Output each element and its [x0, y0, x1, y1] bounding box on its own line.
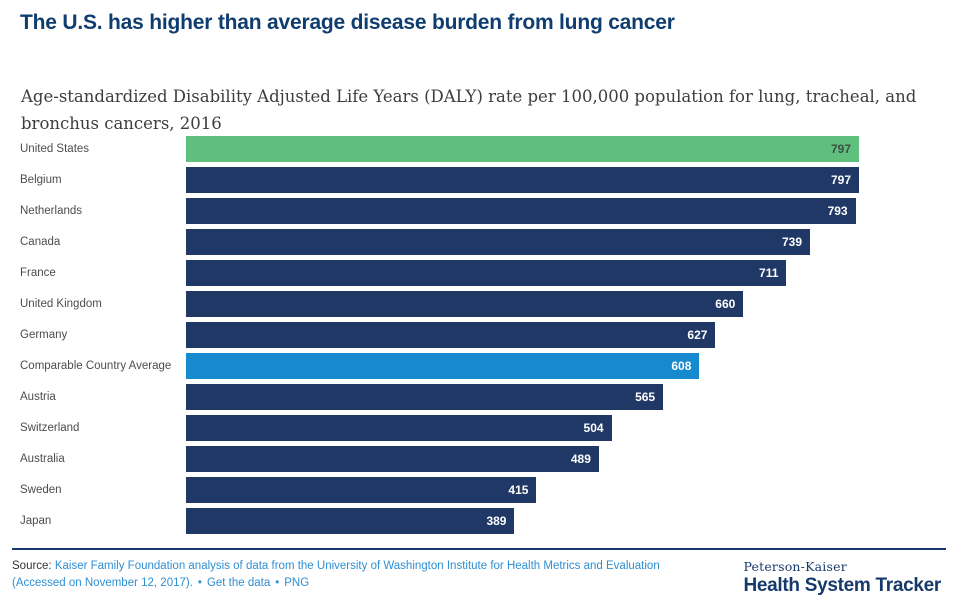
bar-row: Switzerland 504	[20, 415, 940, 441]
bar-category-label: Comparable Country Average	[20, 360, 172, 372]
bar-category-label: Austria	[20, 391, 56, 403]
bar-category-label: Netherlands	[20, 205, 83, 217]
bar-value-label: 797	[830, 142, 851, 156]
bar-track: 793	[186, 198, 859, 224]
logo-health-system-tracker: Health System Tracker	[743, 575, 941, 596]
bar-row: Canada 739	[20, 229, 940, 255]
bar-row: Japan 389	[20, 508, 940, 534]
bar-value-label: 739	[781, 235, 803, 249]
source-link[interactable]: Kaiser Family Foundation analysis of dat…	[12, 560, 660, 589]
bar-track: 608	[186, 353, 859, 379]
bar-row: Germany 627	[20, 322, 940, 348]
bar-value-label: 711	[759, 266, 779, 280]
bar[interactable]: 627	[186, 322, 716, 348]
bar-track: 415	[186, 477, 859, 503]
bar-value-label: 608	[671, 359, 692, 373]
bar[interactable]: 739	[186, 229, 811, 255]
bar-row: Netherlands 793	[20, 198, 940, 224]
bar-track: 389	[186, 508, 859, 534]
source-text: Source: Kaiser Family Foundation analysi…	[12, 558, 712, 591]
bar[interactable]: 608	[186, 353, 700, 379]
bar-value-label: 415	[508, 483, 529, 497]
bar-category-label: United Kingdom	[20, 298, 102, 310]
bar-category-label: United States	[20, 143, 90, 155]
logo-peterson-kaiser: Peterson-Kaiser	[743, 559, 847, 574]
bar-row: Belgium 797	[20, 167, 940, 193]
bar[interactable]: 504	[186, 415, 612, 441]
bar[interactable]: 797	[186, 136, 859, 162]
bar-track: 565	[186, 384, 859, 410]
bar-value-label: 565	[635, 390, 656, 404]
bar[interactable]: 489	[186, 446, 599, 472]
bar-value-label: 660	[715, 297, 736, 311]
bar-row: Comparable Country Average 608	[20, 353, 940, 379]
bar-category-label: Belgium	[20, 174, 62, 186]
png-link[interactable]: PNG	[284, 576, 310, 589]
bar-track: 711	[186, 260, 859, 286]
bar-category-label: Japan	[20, 515, 52, 527]
bar-row: Australia 489	[20, 446, 940, 472]
bar-track: 627	[186, 322, 859, 348]
bar-track: 739	[186, 229, 859, 255]
bar[interactable]: 565	[186, 384, 664, 410]
chart-title: The U.S. has higher than average disease…	[20, 11, 675, 34]
bar[interactable]: 797	[186, 167, 859, 193]
bar-track: 504	[186, 415, 859, 441]
bar-track: 797	[186, 167, 859, 193]
bar-row: Sweden 415	[20, 477, 940, 503]
bar-track: 797	[186, 136, 859, 162]
bar-value-label: 797	[830, 173, 851, 187]
bar-value-label: 489	[570, 452, 591, 466]
bar-category-label: Australia	[20, 453, 65, 465]
bar-value-label: 504	[583, 421, 604, 435]
bar-category-label: Canada	[20, 236, 61, 248]
bar[interactable]: 389	[186, 508, 515, 534]
bar-category-label: Switzerland	[20, 422, 80, 434]
bar-value-label: 793	[827, 204, 848, 218]
bar-chart: United States 797 Belgium 797 Netherland…	[20, 136, 940, 539]
footer-divider	[12, 548, 946, 550]
bar-row: United Kingdom 660	[20, 291, 940, 317]
bar-row: France 711	[20, 260, 940, 286]
bar[interactable]: 711	[186, 260, 787, 286]
get-the-data-link[interactable]: Get the data	[206, 576, 271, 589]
bar-track: 660	[186, 291, 859, 317]
bar[interactable]: 793	[186, 198, 856, 224]
bar-row: Austria 565	[20, 384, 940, 410]
chart-subtitle: Age-standardized Disability Adjusted Lif…	[21, 87, 917, 133]
bar-track: 489	[186, 446, 859, 472]
bar-category-label: Germany	[20, 329, 68, 341]
bullet-separator: •	[197, 576, 202, 589]
bar[interactable]: 660	[186, 291, 744, 317]
source-label: Source:	[12, 560, 55, 572]
bar-category-label: France	[20, 267, 56, 279]
bullet-separator-2: •	[275, 576, 280, 589]
bar[interactable]: 415	[186, 477, 537, 503]
bar-value-label: 627	[687, 328, 708, 342]
bar-value-label: 389	[486, 514, 507, 528]
bar-category-label: Sweden	[20, 484, 62, 496]
bar-row: United States 797	[20, 136, 940, 162]
health-system-tracker-logo: Peterson-Kaiser Health System Tracker	[743, 559, 941, 597]
